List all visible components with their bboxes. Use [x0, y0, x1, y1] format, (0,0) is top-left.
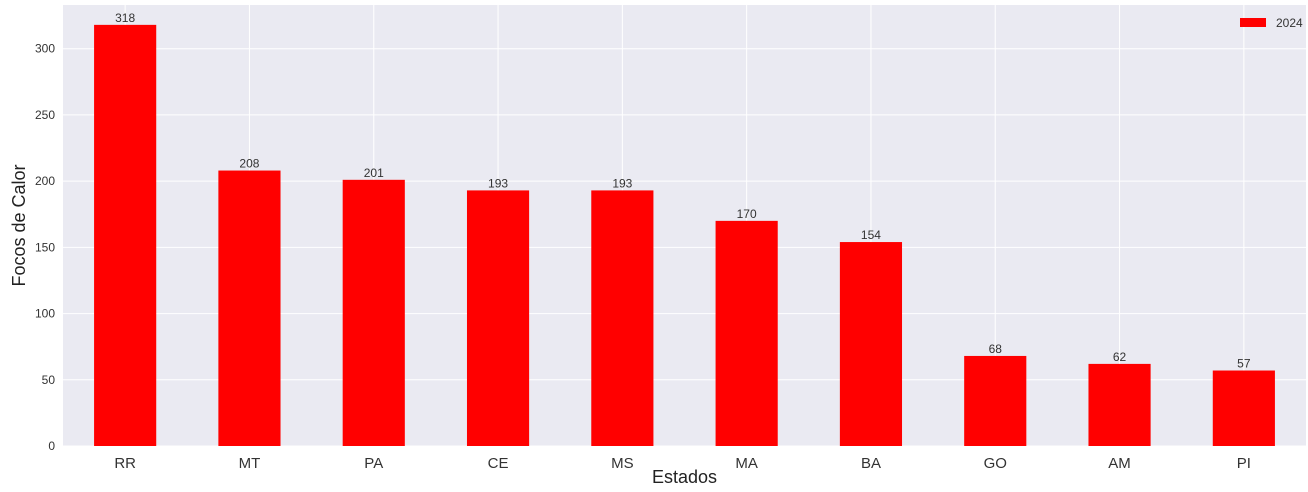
y-axis-label: Focos de Calor	[9, 164, 29, 286]
bar-mt	[218, 170, 281, 447]
y-tick-label: 50	[42, 373, 56, 387]
y-tick-label: 200	[35, 174, 55, 188]
data-label-ce: 193	[488, 176, 508, 190]
y-tick-label: 100	[35, 307, 55, 321]
bar-ma	[715, 220, 778, 446]
data-label-am: 62	[1113, 350, 1127, 364]
bar-pi	[1212, 370, 1275, 446]
x-tick-label: PA	[364, 455, 383, 472]
bars	[94, 24, 1275, 447]
bar-am	[1088, 363, 1151, 446]
data-label-go: 68	[989, 342, 1003, 356]
y-tick-label: 0	[48, 439, 55, 453]
data-label-ma: 170	[737, 207, 757, 221]
data-label-ba: 154	[861, 228, 881, 242]
data-label-rr: 318	[115, 11, 135, 25]
x-tick-label: BA	[861, 455, 881, 472]
y-axis-ticks: 0 50 100 150 200 250 300	[35, 42, 55, 453]
bar-ba	[839, 242, 903, 446]
x-axis-label: Estados	[652, 467, 717, 487]
legend: 2024	[1240, 16, 1303, 30]
x-tick-label: MT	[239, 455, 261, 472]
bar-ms	[591, 190, 654, 446]
legend-swatch	[1240, 18, 1266, 27]
bar-pa	[342, 179, 405, 447]
bar-rr	[94, 24, 157, 446]
y-tick-label: 250	[35, 108, 55, 122]
data-label-ms: 193	[612, 176, 632, 190]
bar-ce	[466, 190, 530, 446]
x-axis-ticks: RR MT PA CE MS MA BA GO AM PI	[114, 455, 1251, 472]
x-tick-label: MA	[735, 455, 758, 472]
bar-go	[964, 355, 1027, 446]
y-tick-label: 300	[35, 42, 55, 56]
x-tick-label: RR	[114, 455, 136, 472]
x-tick-label: GO	[984, 455, 1007, 472]
legend-label: 2024	[1276, 16, 1303, 30]
x-tick-label: AM	[1108, 455, 1131, 472]
data-label-pa: 201	[364, 166, 384, 180]
data-label-pi: 57	[1237, 357, 1251, 371]
x-tick-label: PI	[1237, 455, 1251, 472]
y-tick-label: 150	[35, 240, 55, 254]
data-labels: 318 208 201 193 193 170 154 68 62 57	[115, 11, 1251, 371]
x-tick-label: MS	[611, 455, 634, 472]
data-label-mt: 208	[239, 157, 259, 171]
x-tick-label: CE	[488, 455, 509, 472]
